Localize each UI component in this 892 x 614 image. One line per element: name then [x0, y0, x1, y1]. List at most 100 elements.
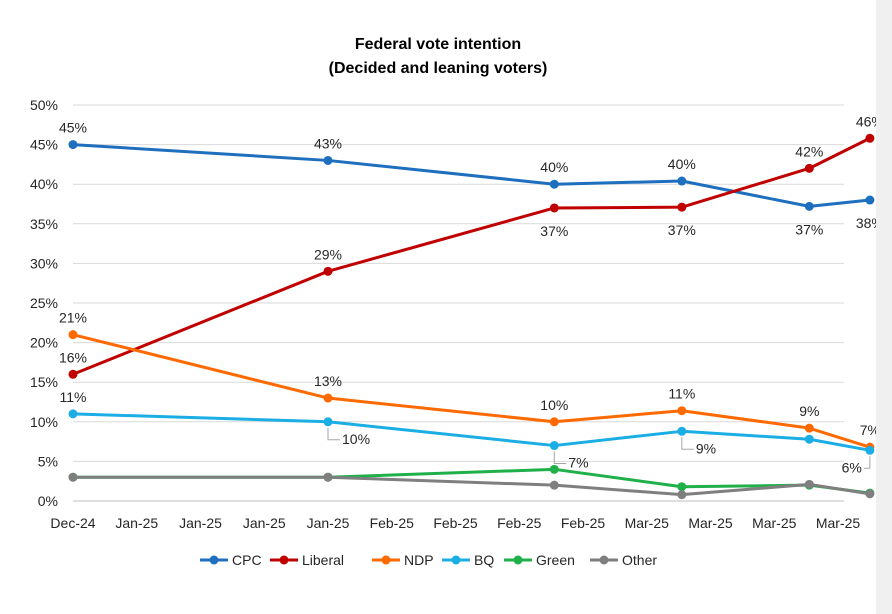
leader-line	[863, 456, 871, 469]
data-label-ndp: 13%	[314, 373, 342, 389]
data-point-other	[865, 489, 875, 499]
data-label-bq: 11%	[60, 389, 87, 405]
leader-line	[327, 427, 340, 441]
legend-label-bq: BQ	[474, 552, 494, 568]
y-tick-label: 10%	[30, 414, 58, 430]
leader-line	[553, 451, 567, 465]
chart-title: Federal vote intention	[354, 36, 522, 53]
data-point-green	[677, 482, 687, 492]
data-point-bq	[323, 417, 333, 427]
data-point-other	[323, 472, 333, 482]
data-point-green	[549, 464, 559, 474]
data-point-other	[549, 480, 559, 490]
data-point-ndp	[68, 330, 78, 340]
data-label-liberal: 37%	[668, 222, 696, 238]
y-tick-label: 15%	[30, 374, 58, 390]
data-label-liberal: 29%	[314, 246, 342, 262]
series-line-liberal	[72, 136, 871, 376]
data-point-bq	[677, 426, 687, 436]
legend-marker-other	[599, 555, 609, 565]
legend-label-green: Green	[536, 552, 575, 568]
data-point-other	[68, 472, 78, 482]
data-point-liberal	[804, 163, 814, 173]
legend-marker-bq	[451, 555, 461, 565]
data-point-cpc	[677, 176, 687, 186]
y-tick-label: 30%	[30, 255, 58, 271]
y-tick-label: 25%	[30, 295, 58, 311]
data-point-cpc	[865, 195, 875, 205]
data-point-bq	[865, 445, 875, 455]
chart-subtitle: (Decided and leaning voters)	[328, 60, 548, 77]
data-point-liberal	[865, 133, 875, 143]
y-tick-label: 20%	[30, 335, 58, 351]
data-label-liberal: 46%	[856, 113, 876, 129]
x-tick-label: Jan-25	[179, 515, 222, 531]
data-point-bq	[68, 409, 78, 419]
data-point-cpc	[804, 201, 814, 211]
series-line-ndp	[72, 333, 871, 449]
data-point-liberal	[323, 266, 333, 276]
data-label-cpc: 40%	[540, 159, 568, 175]
data-point-bq	[549, 441, 559, 451]
x-tick-label: Dec-24	[50, 515, 95, 531]
data-label-ndp: 9%	[799, 403, 819, 419]
x-tick-label: Jan-25	[115, 515, 158, 531]
y-tick-label: 0%	[38, 493, 58, 509]
x-tick-label: Mar-25	[752, 515, 797, 531]
x-tick-label: Mar-25	[688, 515, 733, 531]
legend-label-cpc: CPC	[232, 552, 262, 568]
data-point-liberal	[677, 202, 687, 212]
legend-label-liberal: Liberal	[302, 552, 344, 568]
data-point-liberal	[68, 369, 78, 379]
legend-marker-green	[513, 555, 523, 565]
x-tick-label: Jan-25	[243, 515, 286, 531]
data-label-bq: 10%	[342, 431, 370, 447]
data-label-cpc: 38%	[856, 215, 876, 231]
data-point-cpc	[323, 155, 333, 165]
y-tick-label: 50%	[30, 97, 58, 113]
data-label-ndp: 10%	[540, 397, 568, 413]
data-label-ndp: 11%	[668, 386, 695, 402]
x-tick-label: Mar-25	[816, 515, 861, 531]
y-tick-label: 35%	[30, 216, 58, 232]
data-point-cpc	[68, 140, 78, 150]
data-label-liberal: 42%	[795, 143, 823, 159]
data-point-ndp	[804, 423, 814, 433]
data-label-liberal: 16%	[59, 349, 87, 365]
y-tick-label: 40%	[30, 176, 58, 192]
legend-marker-liberal	[279, 555, 289, 565]
x-tick-label: Jan-25	[307, 515, 350, 531]
legend-marker-ndp	[381, 555, 391, 565]
x-tick-label: Mar-25	[625, 515, 670, 531]
data-point-liberal	[549, 203, 559, 213]
y-tick-label: 5%	[38, 453, 58, 469]
leader-line	[681, 437, 694, 450]
data-label-cpc: 43%	[314, 135, 342, 151]
data-label-cpc: 45%	[59, 120, 87, 136]
x-tick-label: Feb-25	[561, 515, 606, 531]
data-label-cpc: 40%	[668, 156, 696, 172]
data-point-ndp	[677, 406, 687, 416]
data-point-other	[804, 479, 814, 489]
data-point-other	[677, 490, 687, 500]
data-label-bq: 6%	[842, 459, 862, 475]
y-tick-label: 45%	[30, 137, 58, 153]
legend-label-ndp: NDP	[404, 552, 434, 568]
x-tick-label: Feb-25	[433, 515, 478, 531]
series-line-other	[73, 475, 871, 497]
data-point-bq	[804, 434, 814, 444]
data-point-cpc	[549, 179, 559, 189]
data-label-bq: 9%	[696, 440, 716, 456]
scrollbar-strip	[876, 0, 892, 614]
data-label-ndp: 7%	[860, 422, 876, 438]
data-point-ndp	[323, 393, 333, 403]
data-point-ndp	[549, 417, 559, 427]
data-label-cpc: 37%	[795, 221, 823, 237]
series-line-cpc	[72, 143, 871, 208]
x-tick-label: Feb-25	[497, 515, 542, 531]
data-label-liberal: 37%	[540, 223, 568, 239]
x-tick-label: Feb-25	[370, 515, 415, 531]
data-label-bq: 7%	[568, 455, 588, 471]
